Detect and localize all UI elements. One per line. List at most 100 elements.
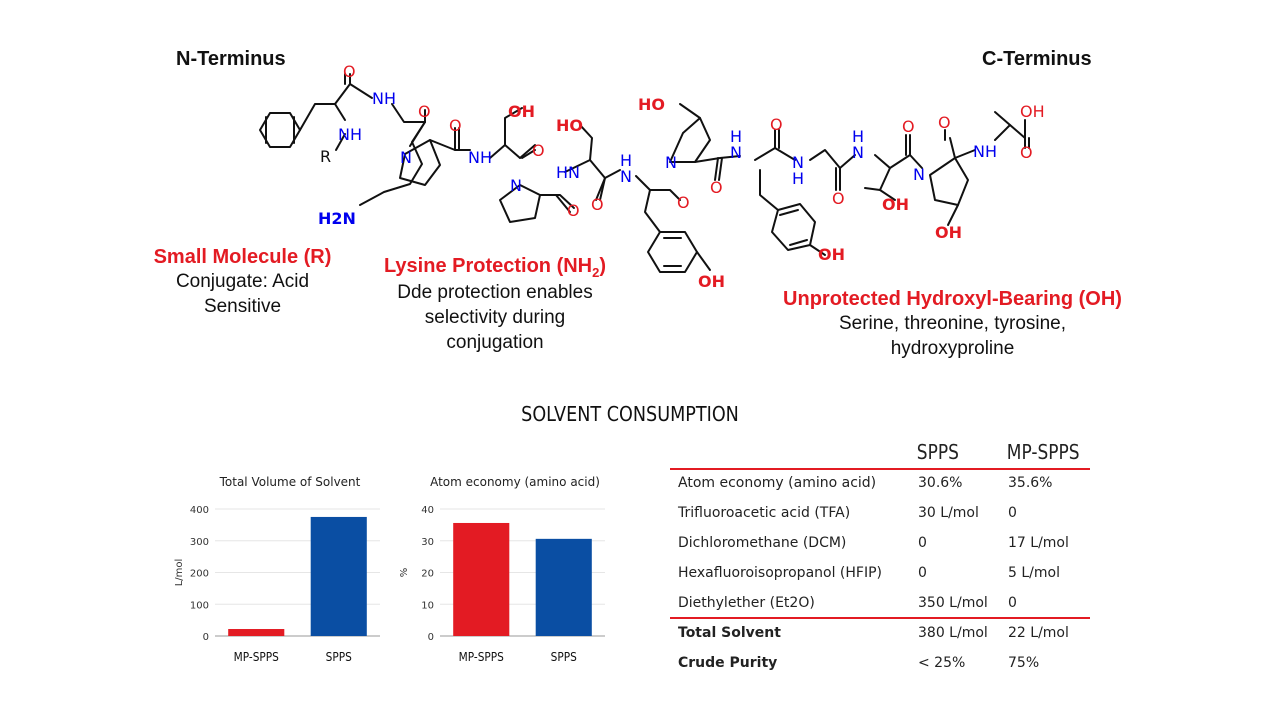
table-cell: Atom economy (amino acid) (678, 475, 877, 491)
solvent-table: SPPS MP-SPPS Atom economy (amino acid) 30… (670, 436, 1090, 678)
y-axis-label: L/mol (174, 559, 185, 587)
x-tick-label: SPPS (326, 650, 352, 664)
atom-label: O (591, 195, 604, 214)
y-axis-label: % (399, 568, 410, 578)
table-cell: 35.6% (1008, 475, 1053, 491)
callout-heading: Small Molecule (R) (153, 246, 332, 268)
chart-title: Total Volume of Solvent (219, 475, 361, 489)
atom-label: O (938, 113, 951, 132)
y-tick-label: 300 (190, 537, 209, 548)
bar-spps (535, 538, 592, 636)
callout-line: selectivity during (424, 307, 566, 328)
table-row: Trifluoroacetic acid (TFA) 30 L/mol 0 (670, 498, 1090, 528)
table-header-row: SPPS MP-SPPS (670, 436, 1090, 468)
atom-label: O (449, 116, 462, 135)
callout-small-molecule: Small Molecule (R) Conjugate: Acid Sensi… (130, 246, 355, 319)
atom-label: HO (638, 95, 665, 114)
peptide-structure: O NH NH R H2N O N O NH OH O N O HO HN O … (259, 62, 1045, 291)
table-cell: 0 (918, 565, 927, 581)
atom-label: N (730, 143, 742, 162)
table-cell: < 25% (918, 655, 966, 671)
callout-hydroxyl: Unprotected Hydroxyl-Bearing (OH) Serine… (760, 288, 1145, 361)
atom-label: N (510, 176, 522, 195)
table-header (670, 436, 874, 468)
callout-lysine-protection: Lysine Protection (NH2) Dde protection e… (360, 255, 630, 355)
table-cell: 17 L/mol (1008, 535, 1069, 551)
table-divider (670, 617, 1090, 619)
table-cell: 0 (1008, 505, 1017, 521)
chart-total-volume: 0 100 200 300 400 L/mol MP-SPPS SPPS (174, 505, 380, 664)
atom-label: HO (556, 116, 583, 135)
atom-label: OH (935, 223, 962, 242)
y-tick-label: 0 (428, 632, 434, 643)
table-cell: 350 L/mol (918, 595, 988, 611)
callout-heading: Lysine Protection (NH2) (383, 255, 607, 280)
y-tick-label: 20 (421, 569, 434, 580)
callout-line: Sensitive (203, 296, 282, 317)
n-terminus-label: N-Terminus (176, 48, 286, 70)
table-row: Hexafluoroisopropanol (HFIP) 0 5 L/mol (670, 558, 1090, 588)
table-row: Atom economy (amino acid) 30.6% 35.6% (670, 468, 1090, 498)
atom-label: OH (818, 245, 845, 264)
table-cell: Dichloromethane (DCM) (678, 535, 847, 551)
table-cell: 0 (918, 535, 927, 551)
x-tick-label: MP-SPPS (459, 650, 504, 664)
table-cell: Hexafluoroisopropanol (HFIP) (678, 565, 882, 581)
chart-atom-economy: 0 10 20 30 40% MP-SPPS SPPS (399, 505, 605, 664)
callout-line: Serine, threonine, tyrosine, (838, 313, 1067, 334)
table-row: Dichloromethane (DCM) 0 17 L/mol (670, 528, 1090, 558)
atom-label: O (1020, 143, 1033, 162)
table-row: Total Solvent 380 L/mol 22 L/mol (670, 618, 1090, 648)
atom-label: NH (338, 125, 362, 144)
atom-label: O (902, 117, 915, 136)
bar-mp-spps (228, 629, 285, 636)
atom-label: OH (1020, 102, 1045, 121)
atom-label: N (620, 167, 632, 186)
y-tick-label: 40 (421, 505, 434, 516)
atom-label: R (320, 147, 331, 166)
y-tick-label: 100 (190, 600, 209, 611)
atom-label: OH (698, 272, 725, 291)
y-tick-label: 10 (421, 600, 434, 611)
atom-label: HN (556, 163, 580, 182)
atom-label: H2N (318, 209, 356, 228)
atom-label: O (567, 201, 580, 220)
atom-label: N (665, 153, 677, 172)
table-cell: 0 (1008, 595, 1017, 611)
x-tick-label: SPPS (551, 650, 577, 664)
atom-label: N (400, 148, 412, 167)
atom-label: O (770, 115, 783, 134)
atom-label: H (792, 169, 804, 188)
atom-label: O (532, 141, 545, 160)
x-tick-label: MP-SPPS (234, 650, 279, 664)
atom-label: O (677, 193, 690, 212)
atom-label: OH (882, 195, 909, 214)
callout-line: hydroxyproline (890, 338, 1015, 359)
y-tick-label: 200 (190, 569, 209, 580)
table-cell: Diethylether (Et2O) (678, 595, 815, 611)
atom-label: H (730, 127, 742, 146)
atom-label: N (913, 165, 925, 184)
atom-label: N (852, 143, 864, 162)
atom-label: NH (973, 142, 997, 161)
table-cell: 380 L/mol (918, 625, 988, 641)
atom-label: O (832, 189, 845, 208)
callout-heading: Unprotected Hydroxyl-Bearing (OH) (783, 288, 1122, 310)
atom-label: O (710, 178, 723, 197)
table-cell: 75% (1008, 655, 1040, 671)
c-terminus-label: C-Terminus (982, 48, 1092, 70)
table-cell: 30 L/mol (918, 505, 979, 521)
chart-title: Atom economy (amino acid) (430, 475, 600, 489)
callout-line: Conjugate: Acid (175, 271, 310, 292)
atom-label: H (620, 151, 632, 170)
section-title: SOLVENT CONSUMPTION (521, 402, 739, 426)
atom-label: H (852, 127, 864, 146)
bar-spps (310, 516, 367, 636)
table-cell: Trifluoroacetic acid (TFA) (678, 505, 851, 521)
table-row: Diethylether (Et2O) 350 L/mol 0 (670, 588, 1090, 618)
callout-line: Dde protection enables (397, 282, 593, 303)
table-divider (670, 468, 1090, 470)
table-cell: 22 L/mol (1008, 625, 1069, 641)
table-cell: 30.6% (918, 475, 963, 491)
table-header: MP-SPPS (1006, 440, 1080, 464)
